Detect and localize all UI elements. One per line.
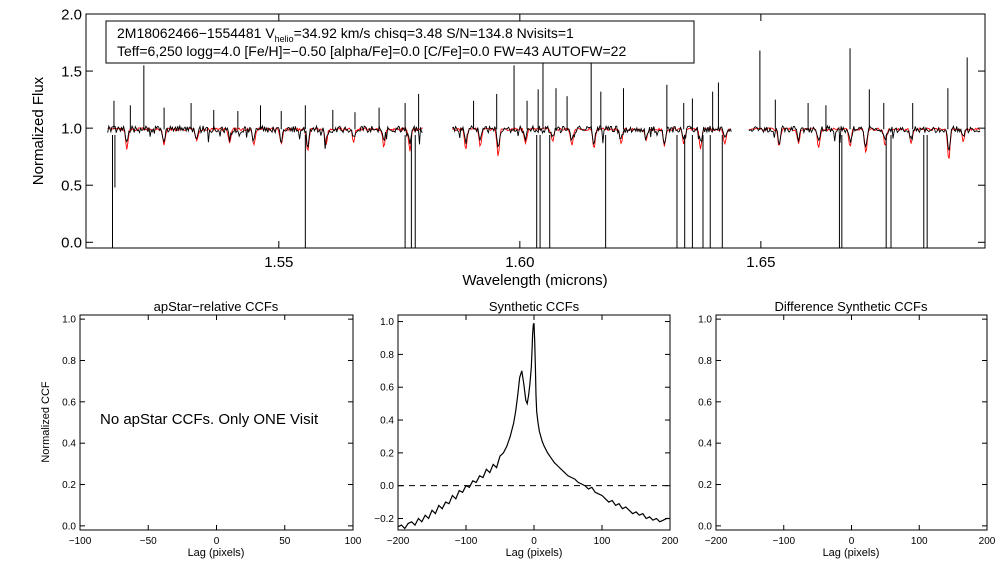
difference-ccf-xtick-label: 200 — [979, 536, 996, 547]
legend-v-subscript: helio — [275, 34, 294, 44]
synthetic-ccf-ticks: −200 −100 0 100 200 −0.2 0.0 0.2 0.4 0.6 0.8 1.0 — [374, 315, 679, 547]
synthetic-ccf-xtick-label: −200 — [387, 536, 410, 547]
synthetic-ccf-panel: Synthetic CCFs −200 −100 0 100 200 −0.2 0.0 0.2… — [374, 299, 679, 559]
legend-frame — [105, 20, 695, 64]
spectrum-ytick-label: 1.0 — [61, 120, 82, 137]
apstar-ccf-xtick-label: −100 — [69, 536, 92, 547]
legend-line-2: Teff=6,250 logg=4.0 [Fe/H]=−0.50 [alpha/… — [117, 43, 626, 59]
synthetic-ccf-frame — [397, 314, 671, 531]
synthetic-ccf-xtick-label: −100 — [455, 536, 478, 547]
apstar-ccf-title: apStar−relative CCFs — [154, 299, 279, 314]
synthetic-ccf-curve — [397, 322, 670, 530]
legend-v-symbol: V — [265, 25, 275, 41]
apstar-ccf-panel: apStar−relative CCFs −100 −50 0 50 100 0.0 0.2… — [40, 299, 362, 559]
difference-ccf-ytick-label: 1.0 — [698, 315, 712, 326]
difference-ccf-ticks: −200 −100 0 100 200 0.0 0.2 0.4 0.6 0.8 1.0 — [698, 315, 996, 547]
synthetic-ccf-xtick-label: 0 — [531, 536, 537, 547]
synthetic-ccf-title: Synthetic CCFs — [489, 299, 580, 314]
apstar-ccf-ytick-label: 0.2 — [62, 480, 76, 491]
synthetic-ccf-ytick-label: 0.0 — [380, 481, 394, 492]
observed-spectrum-layer — [107, 48, 981, 248]
spectrum-frame — [85, 13, 986, 249]
difference-ccf-ytick-label: 0.0 — [698, 521, 712, 532]
synthetic-ccf-ytick-label: −0.2 — [374, 514, 394, 525]
spectrum-ytick-label: 0.0 — [61, 235, 82, 252]
legend-line-1: 2M18062466−1554481 Vhelio=34.92 km/s chi… — [117, 25, 574, 44]
difference-ccf-title: Difference Synthetic CCFs — [775, 299, 928, 314]
spectrum-ticks: 1.55 1.60 1.65 0.0 0.5 1.0 1.5 2.0 — [61, 6, 985, 271]
difference-ccf-frame — [715, 314, 988, 531]
apstar-ccf-x-axis-label: Lag (pixels) — [188, 547, 245, 559]
apstar-ccf-ytick-label: 0.8 — [62, 356, 76, 367]
apstar-ccf-xtick-label: 50 — [279, 536, 291, 547]
apstar-ccf-y-axis-label: Normalized CCF — [40, 381, 52, 463]
apstar-ccf-frame — [79, 314, 354, 531]
spectrum-xtick-label: 1.55 — [264, 254, 293, 271]
spectrum-x-axis-label: Wavelength (microns) — [462, 272, 607, 289]
no-ccf-message: No apStar CCFs. Only ONE Visit — [100, 411, 319, 428]
synthetic-ccf-ytick-label: 0.6 — [380, 383, 394, 394]
spectrum-xtick-label: 1.60 — [505, 254, 534, 271]
synthetic-ccf-xtick-label: 100 — [594, 536, 611, 547]
spectrum-ytick-label: 0.5 — [61, 177, 82, 194]
difference-ccf-xtick-label: −200 — [705, 536, 728, 547]
observed-spectrum-chip-2 — [452, 124, 732, 148]
observed-spectrum-chip-1 — [107, 124, 423, 149]
apstar-ccf-ytick-label: 0.6 — [62, 397, 76, 408]
difference-ccf-ytick-label: 0.4 — [698, 439, 712, 450]
spectrum-y-axis-label: Normalized Flux — [30, 76, 47, 185]
apstar-ccf-ytick-label: 0.0 — [62, 521, 76, 532]
apstar-ccf-xtick-label: 100 — [345, 536, 362, 547]
spectrum-xtick-label: 1.65 — [746, 254, 775, 271]
legend-star-id: 2M18062466−1554481 — [117, 25, 265, 41]
synthetic-ccf-ytick-label: 0.8 — [380, 350, 394, 361]
difference-ccf-ytick-label: 0.2 — [698, 480, 712, 491]
observed-spectrum-chip-3 — [748, 124, 981, 151]
difference-ccf-xtick-label: −100 — [772, 536, 795, 547]
apstar-ccf-xtick-label: −50 — [140, 536, 157, 547]
difference-ccf-panel: Difference Synthetic CCFs −200 −100 0 100 20… — [698, 299, 996, 559]
difference-ccf-ytick-label: 0.6 — [698, 397, 712, 408]
spectrum-panel: 1.55 1.60 1.65 0.0 0.5 1.0 1.5 2.0 2M18062466−1… — [30, 6, 986, 289]
apstar-ccf-xtick-label: 0 — [214, 536, 220, 547]
synthetic-ccf-ytick-label: 0.4 — [380, 416, 394, 427]
legend-stats: =34.92 km/s chisq=3.48 S/N=134.8 Nvisits… — [294, 25, 574, 41]
synthetic-ccf-ytick-label: 0.2 — [380, 448, 394, 459]
difference-ccf-xtick-label: 100 — [911, 536, 928, 547]
synthetic-ccf-xtick-label: 200 — [662, 536, 679, 547]
difference-ccf-xtick-label: 0 — [849, 536, 855, 547]
apstar-ccf-ytick-label: 0.4 — [62, 439, 76, 450]
legend-box: 2M18062466−1554481 Vhelio=34.92 km/s chi… — [105, 20, 695, 64]
difference-ccf-x-axis-label: Lag (pixels) — [823, 547, 880, 559]
spectrum-ytick-label: 1.5 — [61, 63, 82, 80]
difference-ccf-ytick-label: 0.8 — [698, 356, 712, 367]
synthetic-ccf-x-axis-label: Lag (pixels) — [506, 547, 563, 559]
spectrum-ytick-label: 2.0 — [61, 6, 82, 23]
apstar-ccf-ytick-label: 1.0 — [62, 315, 76, 326]
apstar-ccf-ticks: −100 −50 0 50 100 0.0 0.2 0.4 0.6 0.8 1.0 — [62, 315, 362, 547]
synthetic-ccf-ytick-label: 1.0 — [380, 317, 394, 328]
